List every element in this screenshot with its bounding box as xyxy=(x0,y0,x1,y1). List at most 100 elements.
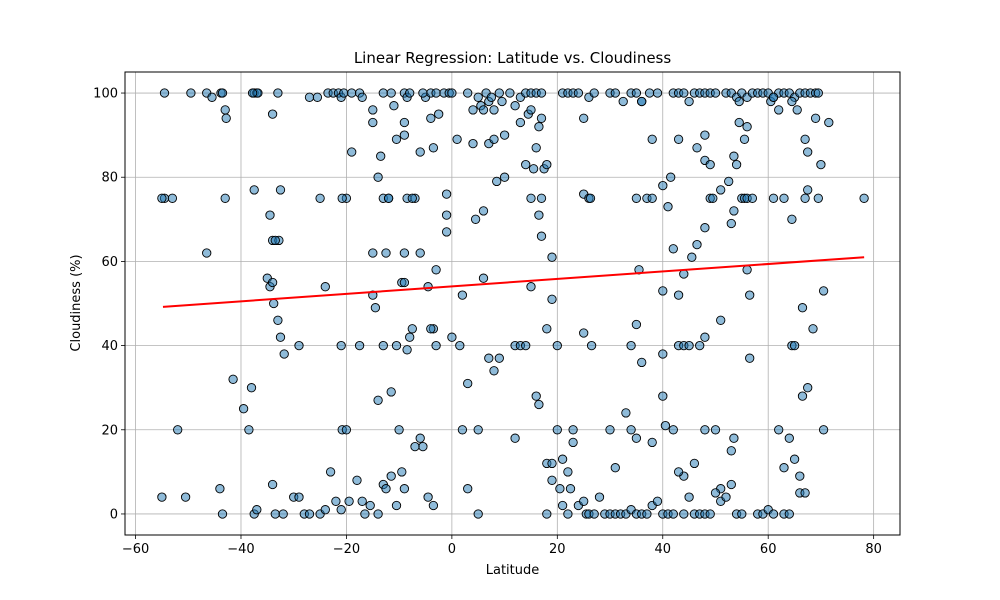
data-point xyxy=(668,244,678,254)
data-point xyxy=(547,475,557,485)
data-point xyxy=(729,206,739,216)
data-point xyxy=(605,425,615,435)
data-point xyxy=(249,185,259,195)
data-point xyxy=(779,463,789,473)
data-point xyxy=(647,193,657,203)
data-point xyxy=(626,425,636,435)
data-point xyxy=(631,88,642,98)
data-point xyxy=(692,143,702,153)
data-point xyxy=(407,193,417,203)
data-point xyxy=(478,206,489,216)
x-tick-label: 60 xyxy=(760,542,777,557)
data-point xyxy=(368,117,378,128)
data-point xyxy=(426,113,436,123)
data-point xyxy=(418,441,428,452)
data-point xyxy=(542,159,552,170)
y-tick-label: 0 xyxy=(110,507,118,522)
data-point xyxy=(684,340,694,351)
data-point xyxy=(679,509,689,519)
data-point xyxy=(434,109,444,119)
data-point xyxy=(534,210,544,220)
data-point xyxy=(747,193,758,203)
data-point xyxy=(510,101,520,111)
data-point xyxy=(673,290,684,300)
data-point xyxy=(716,315,726,325)
data-point xyxy=(515,117,526,128)
data-point xyxy=(269,298,279,309)
data-point xyxy=(431,340,441,351)
data-point xyxy=(797,303,808,313)
data-point xyxy=(391,134,402,144)
data-point xyxy=(383,193,394,203)
data-point xyxy=(336,505,346,515)
data-point xyxy=(526,105,536,115)
data-point xyxy=(528,164,539,174)
data-point xyxy=(710,425,721,435)
data-point xyxy=(402,345,412,355)
data-point xyxy=(428,143,439,153)
data-point xyxy=(726,218,736,229)
data-point xyxy=(552,425,562,435)
data-point xyxy=(610,463,620,473)
data-point xyxy=(792,105,802,115)
data-point xyxy=(521,340,531,351)
y-tick-label: 80 xyxy=(101,171,118,186)
data-point xyxy=(207,92,217,102)
data-point xyxy=(279,349,289,359)
data-point xyxy=(468,105,478,115)
data-point xyxy=(386,88,396,98)
data-point xyxy=(365,500,375,511)
data-point xyxy=(415,147,425,157)
data-point xyxy=(238,404,249,414)
data-point xyxy=(573,88,584,98)
data-point xyxy=(220,105,230,115)
data-point xyxy=(726,446,736,456)
data-point xyxy=(557,500,568,511)
data-point xyxy=(789,454,800,464)
data-point xyxy=(589,88,599,98)
data-point xyxy=(278,509,288,519)
data-point xyxy=(534,399,544,410)
data-point xyxy=(542,509,552,519)
data-point xyxy=(441,227,452,237)
data-point xyxy=(784,509,794,519)
data-point xyxy=(478,273,489,283)
data-point xyxy=(505,88,515,98)
y-axis-ticks: 0 20 40 60 80 100 xyxy=(93,87,125,522)
data-point xyxy=(405,88,415,98)
data-point xyxy=(647,134,657,144)
data-point xyxy=(244,425,254,435)
data-point xyxy=(489,366,499,376)
x-axis-ticks: −60 −40 −20 0 20 40 60 80 xyxy=(122,535,882,557)
data-point xyxy=(399,130,410,140)
data-point xyxy=(428,500,439,511)
data-point xyxy=(724,176,734,187)
data-point xyxy=(800,193,810,203)
data-point xyxy=(536,113,547,123)
data-point xyxy=(795,471,805,481)
data-point xyxy=(270,235,280,246)
data-point xyxy=(410,441,420,452)
data-point xyxy=(441,189,452,199)
data-point xyxy=(463,378,473,389)
data-point xyxy=(768,92,779,102)
data-point xyxy=(267,277,278,288)
data-point xyxy=(673,134,684,144)
data-point xyxy=(247,88,258,98)
data-point xyxy=(399,117,410,128)
data-point xyxy=(431,265,441,275)
data-point xyxy=(568,437,578,448)
data-point xyxy=(700,130,710,140)
data-point xyxy=(585,193,596,203)
data-point xyxy=(468,138,478,149)
data-point xyxy=(221,113,231,123)
data-point xyxy=(652,496,663,506)
data-point xyxy=(180,492,191,502)
data-point xyxy=(304,92,315,102)
data-point xyxy=(415,248,425,258)
data-point xyxy=(320,505,330,515)
data-point xyxy=(447,332,457,342)
data-point xyxy=(352,475,362,485)
data-point xyxy=(726,479,736,490)
